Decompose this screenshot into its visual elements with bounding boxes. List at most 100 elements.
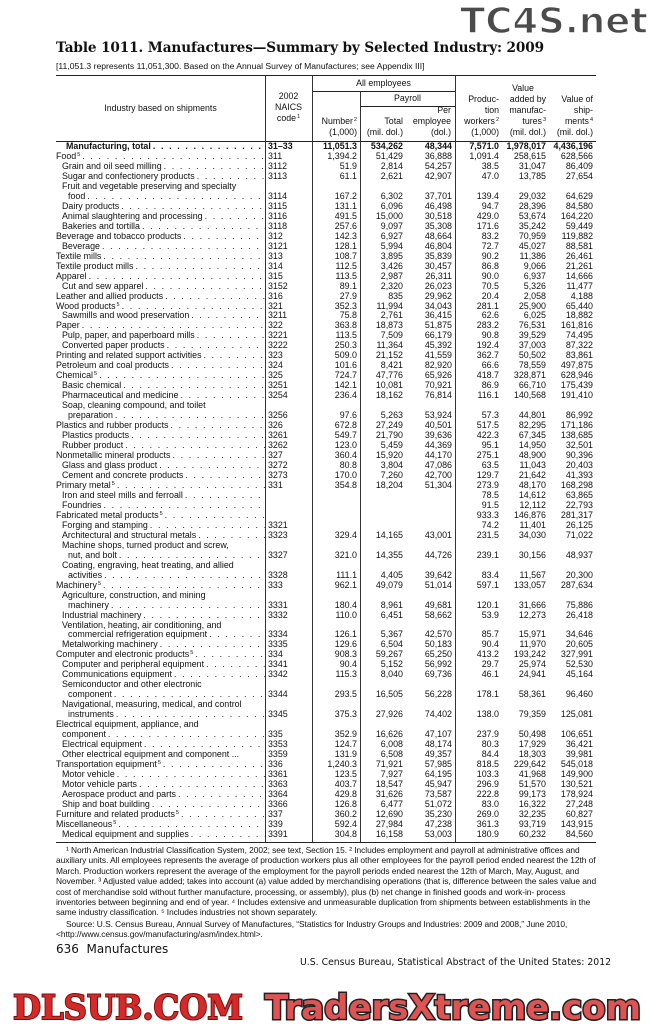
value-of-shipments: 83,861 [565, 350, 593, 361]
value-of-shipments: 32,501 [565, 440, 593, 451]
employees-number: 360.2 [334, 808, 357, 819]
value-of-shipments: 175,439 [560, 380, 593, 391]
naics-code: 3115 [268, 200, 288, 211]
production-workers: 86.9 [481, 380, 499, 391]
naics-code: 3261 [268, 430, 288, 441]
employees-number [312, 511, 360, 521]
footnote-ref: 1 [297, 114, 301, 120]
dot-leader: . . . . . . . . . . . . . . . . . . . . … [172, 451, 265, 461]
value-of-shipments: 74,495 [565, 330, 593, 341]
value-of-shipments: 18,882 [565, 310, 593, 321]
dot-leader: . . . . . . . . . . . . . . . . . . . . … [135, 261, 265, 271]
table-subtitle: [11,051.3 represents 11,051,300. Based o… [56, 61, 425, 71]
row-label: Apparel [56, 271, 87, 281]
production-workers: 239.1 [476, 549, 499, 560]
employees-number: 126.8 [334, 798, 357, 809]
employees-number: 170.0 [334, 469, 357, 480]
payroll-per-employee: 51,014 [424, 579, 452, 590]
value-of-shipments: 628,566 [560, 150, 593, 161]
row-label: component [62, 730, 106, 740]
value-of-shipments: 34,646 [565, 629, 593, 640]
payroll-total: 5,459 [380, 440, 403, 451]
value-of-shipments: 161,816 [560, 320, 593, 331]
value-of-shipments: 63,865 [565, 489, 593, 500]
row-label: Architectural and structural metals [62, 530, 197, 540]
value-of-shipments: 88,581 [565, 240, 593, 251]
employees-number: 167.2 [334, 190, 357, 201]
production-workers: 46.1 [481, 669, 499, 680]
production-workers: 275.1 [476, 450, 499, 461]
payroll-total [360, 511, 406, 521]
table-row: Converted paper products . . . . . . . .… [56, 340, 596, 351]
production-workers: 281.1 [476, 300, 499, 311]
row-label: Wood products5 [56, 301, 120, 311]
payroll-per-employee: 44,726 [424, 549, 452, 560]
payroll-per-employee: 45,947 [424, 779, 452, 789]
naics-code: 327 [268, 450, 283, 461]
value-added: 12,112 [519, 499, 547, 510]
row-label-cell: Basic chemical . . . . . . . . . . . . .… [56, 381, 265, 391]
employees-number: 375.3 [334, 709, 357, 720]
production-workers: 91.5 [481, 499, 499, 510]
naics-code: 337 [268, 808, 283, 819]
payroll-total: 3,895 [380, 250, 403, 261]
dot-leader: . . . . . . . . . . . . . . . . . . . . … [206, 660, 265, 670]
payroll-total: 11,364 [376, 340, 404, 351]
value-added: 5,326 [523, 280, 546, 291]
table-row: Plastics products . . . . . . . . . . . … [56, 430, 596, 441]
row-label-cell: Computer and peripheral equipment . . . … [56, 660, 265, 670]
header-number-line: (1,000) [329, 127, 357, 137]
row-label-cell: Textile product mills . . . . . . . . . … [56, 262, 265, 272]
row-label-cell: component . . . . . . . . . . . . . . . … [56, 690, 265, 700]
payroll-per-employee: 44,170 [424, 450, 452, 461]
production-workers: 80.3 [481, 739, 499, 750]
row-label: Plastics products [62, 431, 130, 441]
value-of-shipments: 26,461 [565, 250, 593, 261]
dot-leader: . . . . . . . . . . . . . . . . . . . . … [198, 530, 265, 540]
production-workers: 597.1 [476, 579, 499, 590]
payroll-total: 6,008 [380, 739, 403, 750]
payroll-per-employee: 39,636 [424, 430, 452, 441]
naics-code: 3121 [268, 240, 288, 251]
row-label: Bakeries and tortilla [62, 221, 140, 231]
table-row: Foundries . . . . . . . . . . . . . . . … [56, 499, 596, 511]
payroll-per-employee: 49,681 [424, 599, 452, 610]
payroll-per-employee: 30,457 [424, 260, 452, 271]
table-row: Nonmetallic mineral products . . . . . .… [56, 450, 596, 461]
table-row: Grain and oil seed milling . . . . . . .… [56, 161, 596, 172]
employees-number: 126.1 [334, 629, 357, 640]
employees-number: 304.8 [334, 828, 357, 839]
value-of-shipments: 138,685 [560, 430, 593, 441]
payroll-total: 27,984 [375, 818, 403, 829]
row-label: Converted paper products [62, 341, 165, 351]
production-workers: 116.1 [477, 390, 499, 401]
payroll-total: 2,987 [380, 270, 403, 281]
naics-code [265, 491, 312, 501]
dot-leader: . . . . . . . . . . . . . . . . . . . . … [116, 480, 265, 490]
column-divider [312, 76, 313, 842]
naics-code: 3327 [268, 549, 288, 560]
table-row: machinery . . . . . . . . . . . . . . . … [56, 599, 596, 611]
row-label-cell: Semiconductor and other electronic [56, 680, 265, 690]
payroll-total: 27,926 [375, 709, 403, 720]
header-naics: 2002 NAICS code1 [265, 91, 312, 124]
production-workers: 180.9 [476, 828, 499, 839]
header-per-employee-line: Per [437, 105, 451, 115]
payroll-total: 21,790 [375, 430, 403, 441]
row-label-cell: Chemical5 . . . . . . . . . . . . . . . … [56, 371, 265, 381]
payroll-total: 16,505 [375, 689, 403, 700]
employees-number: 61.1 [339, 170, 357, 181]
dot-leader: . . . . . . . . . . . . . . . . . . . . … [82, 151, 265, 161]
payroll-per-employee: 26,023 [424, 280, 452, 291]
value-added: 21,642 [518, 469, 546, 480]
naics-code: 3359 [268, 749, 288, 760]
row-label: Computer and peripheral equipment [62, 660, 205, 670]
row-label-cell: Printing and related support activities … [56, 351, 265, 361]
row-label: Sawmills and wood preservation [62, 311, 190, 321]
payroll-per-employee: 51,875 [424, 320, 452, 331]
header-total-line: Total [384, 116, 403, 126]
naics-code: 3251 [268, 380, 288, 391]
employees-number: 352.9 [334, 729, 357, 740]
employees-number: 592.4 [334, 818, 357, 829]
row-label-cell: Aerospace product and parts . . . . . . … [56, 790, 265, 800]
